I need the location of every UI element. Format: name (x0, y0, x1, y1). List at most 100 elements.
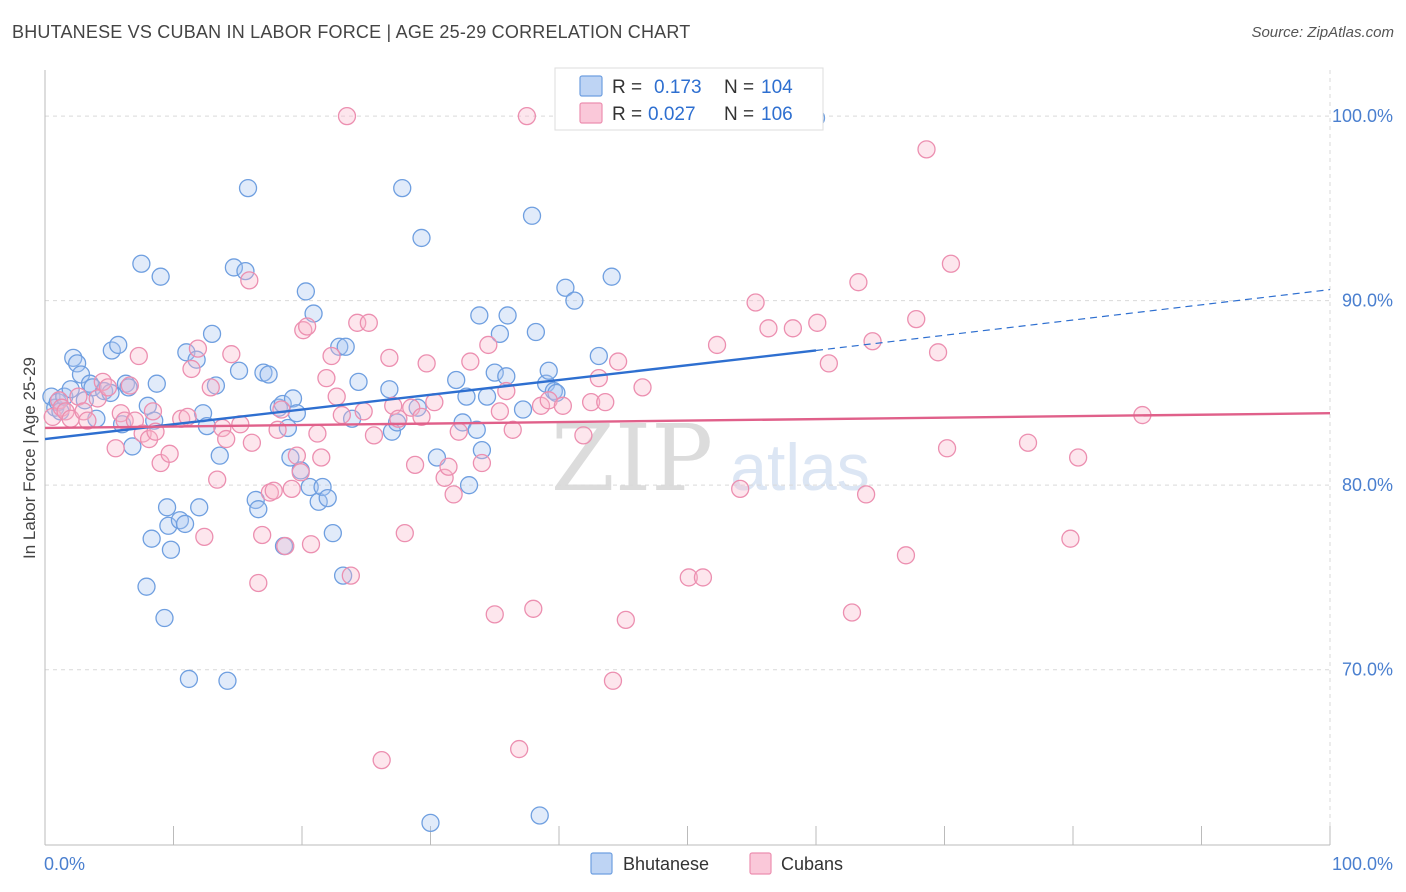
bhutanese-point-67 (330, 337, 349, 356)
bhutanese-point-75 (393, 178, 412, 198)
cubans-point-27 (195, 527, 214, 546)
cubans-point-74 (449, 422, 468, 441)
bhutanese-point-40 (202, 324, 222, 344)
cubans-point-55 (337, 106, 357, 126)
bhutanese-point-83 (459, 476, 479, 495)
cubans-point-102 (783, 319, 803, 338)
bhutanese-point-56 (281, 448, 300, 467)
legend-bhutanese-swatch (590, 852, 613, 875)
cubans-point-66 (402, 398, 421, 417)
bhutanese-point-85 (470, 306, 489, 325)
cubans-point-69 (417, 354, 436, 373)
cubans-point-9 (93, 372, 112, 391)
bhutanese-point-45 (229, 361, 249, 380)
bhutanese-n-label: N = (724, 77, 754, 98)
cubans-point-61 (372, 750, 391, 770)
cubans-point-112 (928, 343, 948, 362)
bhutanese-point-90 (497, 367, 516, 386)
cubans-point-72 (439, 457, 458, 476)
bhutanese-point-57 (283, 389, 303, 408)
bhutanese-point-44 (224, 258, 244, 277)
cubans-point-87 (553, 396, 573, 415)
bhutanese-point-43 (218, 671, 237, 690)
bhutanese-point-11 (83, 378, 102, 397)
cubans-point-71 (435, 468, 454, 487)
bhutanese-point-88 (485, 363, 504, 382)
cubans-point-99 (731, 479, 750, 499)
bhutanese-point-66 (323, 524, 342, 543)
cubans-point-35 (242, 433, 262, 452)
cubans-point-59 (359, 313, 378, 332)
bhutanese-point-27 (151, 267, 170, 286)
bhutanese-point-68 (333, 566, 353, 585)
cubans-point-56 (341, 566, 360, 585)
bhutanese-point-93 (522, 206, 542, 225)
cubans-point-48 (301, 535, 321, 554)
cubans-point-49 (308, 424, 327, 443)
cubans-point-39 (264, 481, 283, 500)
legend-bhutanese-label: Bhutanese (623, 854, 709, 874)
bhutanese-point-89 (490, 324, 510, 344)
cubans-point-10 (98, 378, 118, 397)
cubans-point-77 (479, 335, 498, 355)
bhutanese-point-47 (238, 178, 258, 198)
cubans-point-16 (129, 346, 148, 366)
tick-labels: 70.0% 80.0% 90.0% 100.0% 0.0% 100.0% (44, 106, 1393, 874)
bhutanese-point-86 (472, 440, 492, 460)
cubans-point-94 (616, 610, 635, 630)
cubans-point-43 (282, 479, 301, 499)
bhutanese-point-46 (236, 261, 255, 281)
cubans-point-29 (208, 470, 227, 489)
legend-cubans-label: Cubans (781, 854, 843, 874)
bhutanese-point-37 (190, 498, 209, 517)
cubans-point-105 (842, 603, 862, 622)
bhutanese-point-77 (412, 228, 431, 248)
bhutanese-point-28 (155, 608, 174, 628)
bhutanese-trend-line (44, 349, 817, 441)
data-points (42, 106, 1152, 833)
cubans-point-113 (937, 439, 957, 458)
cubans-r-label: R = (612, 104, 642, 125)
bhutanese-point-92 (513, 400, 533, 419)
cubans-point-95 (633, 378, 652, 397)
cubans-point-67 (405, 455, 425, 475)
cubans-point-54 (332, 405, 351, 425)
chart-title: BHUTANESE VS CUBAN IN LABOR FORCE | AGE … (12, 22, 691, 42)
cubans-point-109 (896, 546, 916, 565)
bhutanese-r-label: R = (612, 77, 642, 98)
cubans-point-18 (139, 429, 159, 449)
cubans-point-50 (312, 448, 331, 467)
bhutanese-n-value: 104 (761, 77, 793, 98)
bhutanese-point-102 (589, 346, 608, 366)
y-tick-label-3: 100.0% (1332, 106, 1393, 126)
bhutanese-point-71 (349, 372, 368, 391)
bhutanese-point-61 (300, 477, 319, 497)
cubans-point-79 (490, 402, 510, 421)
cubans-point-52 (322, 346, 341, 366)
cubans-point-101 (759, 319, 778, 338)
bhutanese-point-42 (210, 446, 229, 465)
cubans-point-41 (272, 400, 291, 419)
bhutanese-point-101 (565, 291, 584, 310)
cubans-point-6 (74, 402, 93, 421)
bhutanese-r-value: 0.173 (654, 77, 702, 98)
bhutanese-point-87 (477, 387, 497, 406)
bhutanese-point-103 (602, 267, 621, 286)
cubans-n-value: 106 (761, 104, 793, 125)
bhutanese-point-76 (408, 398, 427, 417)
cubans-swatch (579, 102, 603, 124)
bhutanese-point-69 (336, 337, 355, 356)
bhutanese-point-78 (421, 813, 440, 833)
cubans-point-82 (510, 739, 529, 759)
cubans-point-53 (327, 387, 346, 406)
bhutanese-point-65 (318, 488, 337, 508)
cubans-point-34 (240, 271, 259, 290)
bhutanese-point-26 (147, 374, 166, 393)
axes (44, 70, 1331, 846)
cubans-point-19 (143, 402, 163, 421)
cubans-point-32 (222, 345, 241, 364)
bhutanese-point-82 (457, 387, 476, 406)
cubans-point-81 (503, 420, 522, 439)
y-tick-label-0: 70.0% (1342, 660, 1393, 680)
cubans-point-62 (380, 348, 399, 368)
